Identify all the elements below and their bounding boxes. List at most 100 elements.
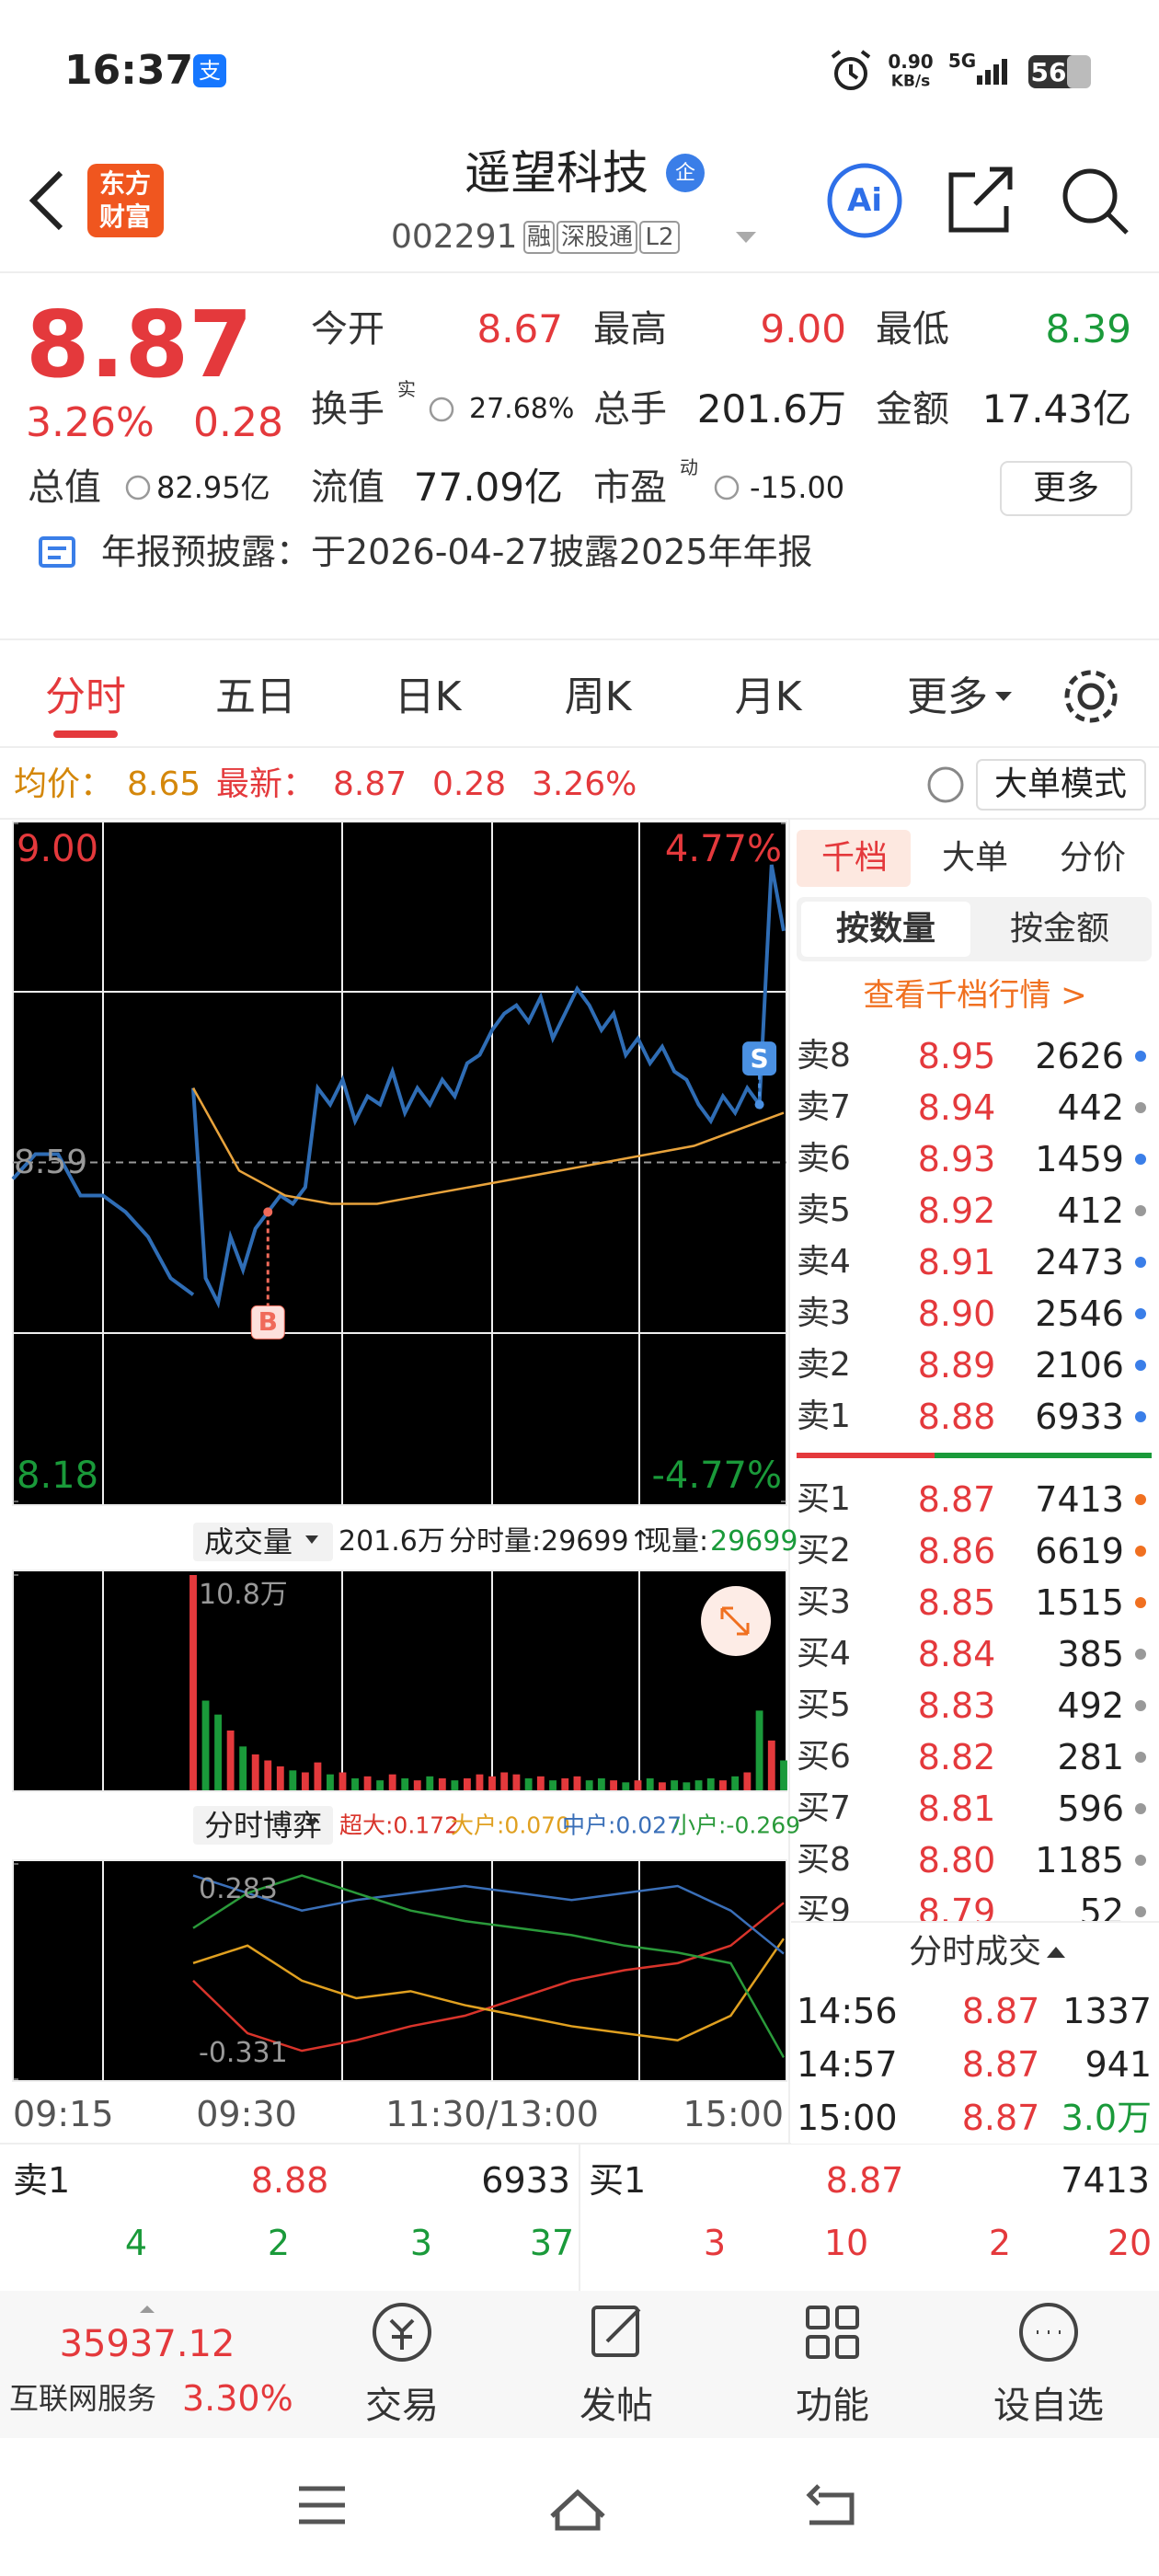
nav-icons[interactable] (373, 2303, 1078, 2362)
label: 8.81 (917, 1788, 996, 1829)
search-button[interactable] (1062, 168, 1129, 235)
label: 8.85 (917, 1582, 996, 1623)
ai-button[interactable] (827, 163, 902, 238)
tag: 融 (526, 224, 552, 251)
label: 5G (947, 50, 977, 72)
bar (239, 1746, 247, 1790)
bar (363, 1776, 372, 1790)
label: 买3 (797, 1583, 851, 1621)
tab[interactable]: 五日 (215, 673, 296, 720)
bar (767, 1740, 775, 1790)
marker-dot (754, 1099, 764, 1110)
label: 77.09亿 (413, 465, 563, 510)
y-tick-label: 8.18 (17, 1455, 99, 1497)
link[interactable]: 查看千档行情 > (863, 977, 1087, 1014)
side-dot (1135, 1906, 1146, 1917)
tab[interactable]: 周K (564, 673, 632, 720)
label: 今开 (311, 308, 384, 351)
label: 82.95亿 (156, 470, 270, 505)
label: 201.6万 (696, 386, 846, 431)
bar (327, 1774, 334, 1790)
subtab[interactable]: 按金额 (1009, 910, 1110, 948)
label: 8.90 (917, 1294, 996, 1334)
tab[interactable]: 分价 (1059, 839, 1127, 877)
nav-item[interactable]: 发帖 (580, 2385, 653, 2427)
label: 买8 (797, 1841, 851, 1879)
side-dot (1135, 1257, 1146, 1268)
bar (226, 1731, 235, 1790)
tab[interactable]: 千档 (820, 839, 889, 877)
label: 动 (680, 456, 698, 478)
expand-icon (720, 1606, 750, 1636)
line (192, 1902, 785, 2053)
more-dropdown[interactable] (995, 692, 1012, 701)
tab[interactable]: 分时 (45, 673, 126, 720)
y-tick-label: -0.331 (199, 2037, 288, 2069)
line (192, 1874, 785, 1955)
label: 15:00 (797, 2098, 898, 2138)
label: 6619 (1035, 1531, 1124, 1571)
label: 买7 (797, 1789, 851, 1827)
label: 8.65 (127, 765, 201, 803)
back-button[interactable] (29, 170, 63, 231)
settings-button[interactable] (1064, 670, 1118, 723)
bar (388, 1774, 396, 1790)
tab[interactable]: 日K (394, 673, 462, 720)
side-dot (1135, 1700, 1146, 1711)
label[interactable]: 更多 (1032, 469, 1100, 507)
label[interactable]: Ai (847, 182, 882, 219)
label: 201.6万 (339, 1525, 445, 1558)
share-button[interactable] (948, 167, 1013, 233)
system-nav[interactable] (299, 2484, 855, 2531)
bar (694, 1780, 703, 1790)
index-value: 35937.12 (59, 2323, 235, 2365)
nav-item[interactable]: 功能 (796, 2385, 869, 2427)
badge (666, 154, 705, 192)
subtab[interactable]: 按数量 (835, 910, 936, 948)
label: 8.59 (14, 1143, 88, 1181)
tag: 深股通 (560, 224, 634, 251)
help-button[interactable] (927, 766, 964, 803)
legend-entry: 小户:-0.269 (672, 1811, 801, 1839)
label: 实 (397, 378, 416, 400)
label[interactable]: 大单模式 (993, 765, 1128, 803)
more-button[interactable] (1000, 461, 1132, 516)
label: 3.26% (26, 399, 155, 446)
side-dot (1135, 1597, 1146, 1608)
line (192, 1938, 786, 2041)
battery-rest (1067, 55, 1091, 88)
label: 卖1 (797, 1397, 851, 1435)
volume-selector[interactable] (193, 1523, 333, 1561)
label: 8.91 (917, 1242, 996, 1282)
code-dropdown[interactable] (736, 232, 756, 243)
side-dot (1135, 1855, 1146, 1866)
legend-entry: 大户:0.070 (451, 1811, 570, 1839)
label: 10 (823, 2223, 869, 2263)
game-selector[interactable] (193, 1806, 333, 1845)
stock-code: 002291 (391, 218, 518, 256)
mode-button[interactable] (976, 759, 1146, 811)
label: 412 (1057, 1190, 1124, 1231)
label: 4 (124, 2223, 148, 2263)
side-dot (1135, 1803, 1146, 1814)
label: 37 (529, 2223, 575, 2263)
nav-item[interactable]: 设自选 (993, 2385, 1104, 2427)
label: 8.93 (917, 1139, 996, 1179)
tab[interactable]: 月K (734, 673, 802, 720)
legend-entry: 中户:0.027 (562, 1811, 682, 1839)
y-tick-label: 0.283 (199, 1873, 278, 1905)
label: 买1 (589, 2160, 647, 2201)
label: 2 (988, 2223, 1012, 2263)
x-tick-label: 09:15 (13, 2094, 114, 2134)
tab[interactable]: 更多 (907, 673, 988, 720)
panel-title: 分时成交 (908, 1933, 1042, 1971)
tab[interactable]: 大单 (941, 839, 1009, 877)
label: 442 (1057, 1087, 1124, 1128)
label: 8.94 (917, 1087, 996, 1128)
bar (463, 1778, 471, 1790)
nav-item[interactable]: 交易 (365, 2385, 439, 2427)
alarm-icon (831, 50, 871, 90)
sort-icon (1047, 1947, 1065, 1958)
